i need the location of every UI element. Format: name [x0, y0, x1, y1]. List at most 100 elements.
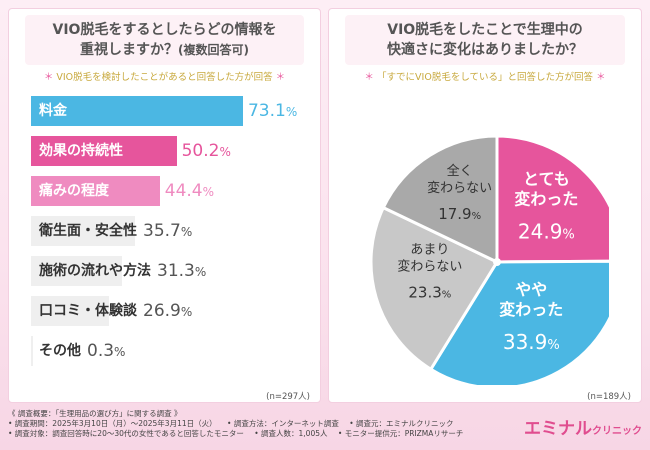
bar-value-unit: % [180, 225, 193, 239]
bar-value-unit: % [285, 105, 298, 119]
right-question-title: VIO脱毛をしたことで生理中の 快適さに変化はありましたか？ [345, 15, 625, 65]
logo-main: エミナル [524, 419, 592, 439]
bar [31, 256, 122, 286]
eminal-logo: エミナルクリニック [524, 414, 642, 439]
pie-category-label: とても [523, 169, 570, 188]
bar [31, 216, 135, 246]
bar-row: 口コミ・体験談 26.9% [31, 296, 321, 326]
left-question-title: VIO脱毛をするとしたらどの情報を 重視しますか？(複数回答可) [25, 15, 304, 65]
survey-target: • 調査対象：調査回答時に20〜30代の女性であると回答したモニター [8, 429, 244, 438]
right-note-text: 「すでにVIO脱毛をしている」と回答した方が回答 [376, 72, 594, 83]
pie-value-number: 33.9 [503, 330, 548, 354]
bar-row: 衛生面・安全性 35.7% [31, 216, 321, 246]
asterisk-icon: ＊ [43, 72, 54, 83]
bar-value-label: 0.3% [87, 336, 125, 367]
right-title-line1: VIO脱毛をしたことで生理中の [387, 22, 583, 38]
asterisk-icon: ＊ [364, 72, 374, 83]
survey-provider: • モニター提供元：PRIZMAリサーチ [337, 429, 464, 438]
logo-sub: クリニック [592, 426, 642, 437]
bar-label: 口コミ・体験談 [39, 303, 137, 319]
bar-label: その他 [39, 343, 81, 359]
pie-category-label: 変わらない [397, 259, 462, 275]
donut-chart: とても変わった24.9%やや変わった33.9%あまり変わらない23.3%全く変わ… [369, 134, 609, 385]
bar [31, 176, 160, 206]
survey-period: • 調査期間：2025年3月10日（月）～2025年3月11日（火） [8, 419, 217, 428]
left-title-line2: 重視しますか？ [80, 42, 178, 58]
pie-category-label: あまり [410, 243, 449, 258]
left-chart-panel: VIO脱毛をするとしたらどの情報を 重視しますか？(複数回答可) ＊ VIO脱毛… [8, 8, 321, 403]
pie-value-number: 24.9 [518, 219, 563, 243]
bar-value-label: 35.7% [143, 216, 192, 247]
bar-label: 痛みの程度 [39, 183, 109, 199]
pie-category-label: 全く [447, 163, 473, 179]
survey-footer: 《 調査概要：「生理用品の選び方」に関する調査 》 • 調査期間：2025年3月… [8, 409, 508, 439]
pie-value-unit: % [442, 290, 452, 301]
bar-row: その他 0.3% [31, 336, 321, 366]
bar-value-label: 73.1% [248, 96, 297, 127]
pie-value-unit: % [547, 338, 559, 353]
bar [31, 336, 33, 366]
bar-value-label: 44.4% [165, 176, 214, 207]
right-sample-size: (n=189人) [587, 392, 631, 402]
bar-value-label: 50.2% [182, 136, 231, 167]
left-title-line1: VIO脱毛をするとしたらどの情報を [52, 22, 277, 38]
bar-row: 痛みの程度 44.4% [31, 176, 321, 206]
bar-value-number: 44.4 [164, 181, 203, 201]
bar-value-label: 26.9% [143, 296, 192, 327]
right-chart-panel: VIO脱毛をしたことで生理中の 快適さに変化はありましたか？ ＊ 「すでにVIO… [328, 8, 642, 403]
survey-count: • 調査人数：1,005人 [254, 429, 328, 438]
bar-value-number: 31.3 [157, 261, 195, 281]
bar-row: 料金 73.1% [31, 96, 321, 126]
pie-slice [428, 259, 609, 385]
bar-value-number: 26.9 [143, 301, 181, 321]
pie-category-label: 変わった [499, 300, 563, 319]
survey-source: • 調査元：エミナルクリニック [349, 419, 454, 428]
pie-slice [381, 134, 499, 265]
left-sample-size: (n=297人) [266, 392, 310, 402]
pie-value-label: 33.9% [503, 330, 560, 354]
bar-value-unit: % [202, 185, 215, 199]
pie-value-unit: % [562, 227, 574, 242]
pie-category-label: 変わらない [427, 180, 492, 196]
pie-category-label: やや [515, 280, 547, 299]
bar-row: 施術の流れや方法 31.3% [31, 256, 321, 286]
pie-value-number: 23.3 [408, 284, 441, 302]
survey-title: 《 調査概要：「生理用品の選び方」に関する調査 》 [8, 409, 182, 418]
bar-label: 料金 [39, 103, 67, 119]
right-title-line2: 快適さに変化はありましたか？ [387, 42, 583, 58]
bar-label: 施術の流れや方法 [39, 263, 151, 279]
pie-value-label: 23.3% [408, 284, 451, 302]
left-respondent-note: ＊ VIO脱毛を検討したことがあると回答した方が回答 ＊ [9, 69, 320, 83]
donut-hole [493, 258, 501, 266]
bar-value-unit: % [219, 145, 231, 159]
asterisk-icon: ＊ [596, 72, 606, 83]
bar-value-unit: % [114, 345, 126, 359]
pie-category-label: 変わった [514, 189, 578, 208]
right-respondent-note: ＊ 「すでにVIO脱毛をしている」と回答した方が回答 ＊ [329, 69, 641, 83]
bar-value-number: 35.7 [143, 221, 181, 241]
bar-value-unit: % [194, 265, 207, 279]
pie-slice [495, 134, 609, 264]
bar-value-unit: % [180, 305, 193, 319]
bar-row: 効果の持続性 50.2% [31, 136, 321, 166]
asterisk-icon: ＊ [275, 72, 286, 83]
left-note-text: VIO脱毛を検討したことがあると回答した方が回答 [56, 72, 273, 83]
bar-label: 効果の持続性 [39, 143, 123, 159]
pie-value-label: 17.9% [438, 205, 481, 223]
pie-value-label: 24.9% [518, 219, 575, 243]
bar-value-number: 73.1 [247, 101, 286, 121]
pie-value-unit: % [472, 211, 482, 222]
bar [31, 296, 109, 326]
bar-value-label: 31.3% [157, 256, 206, 287]
bar-value-number: 0.3 [87, 341, 115, 361]
bar [31, 96, 243, 126]
bar [31, 136, 177, 166]
survey-row-2: • 調査期間：2025年3月10日（月）～2025年3月11日（火） • 調査方… [8, 419, 508, 429]
survey-row-3: • 調査対象：調査回答時に20〜30代の女性であると回答したモニター • 調査人… [8, 429, 508, 439]
pie-value-number: 17.9 [438, 205, 471, 223]
bar-label: 衛生面・安全性 [39, 223, 137, 239]
